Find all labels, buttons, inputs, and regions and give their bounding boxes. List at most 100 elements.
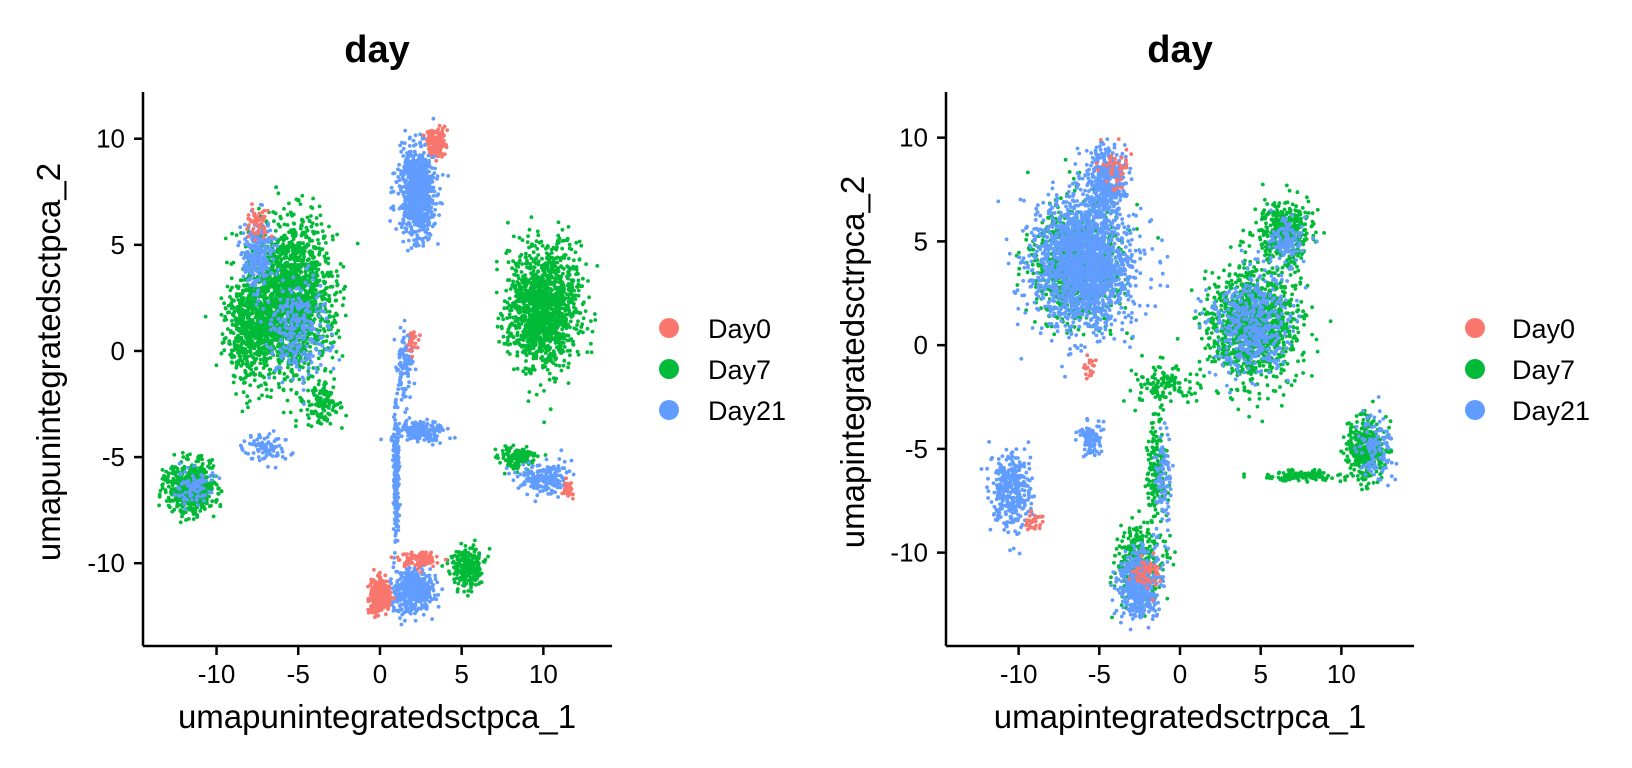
data-point	[165, 478, 170, 482]
data-point	[524, 251, 528, 256]
data-point	[566, 282, 571, 286]
data-point	[191, 517, 196, 521]
data-point	[286, 365, 290, 370]
data-point	[454, 576, 459, 581]
data-point	[313, 260, 318, 265]
data-point	[355, 241, 360, 246]
data-point	[241, 381, 246, 385]
data-point	[558, 336, 562, 341]
data-point	[524, 261, 528, 266]
data-point	[286, 276, 290, 281]
data-point	[247, 399, 252, 403]
data-point	[543, 360, 548, 365]
data-point	[320, 229, 325, 234]
data-point	[566, 225, 571, 229]
data-point	[240, 409, 245, 414]
data-point	[528, 335, 533, 340]
data-point	[325, 298, 330, 302]
data-point	[339, 405, 344, 410]
data-point	[529, 297, 534, 301]
data-point	[319, 389, 324, 394]
data-point	[511, 315, 516, 320]
data-point	[306, 388, 310, 393]
data-point	[200, 457, 205, 462]
data-point	[296, 257, 301, 261]
data-point	[230, 361, 235, 365]
data-point	[538, 383, 543, 387]
data-point	[222, 318, 227, 323]
data-point	[251, 342, 256, 347]
data-point	[542, 337, 547, 342]
data-point	[250, 318, 255, 322]
data-point	[515, 353, 520, 358]
data-point	[467, 565, 472, 570]
data-point	[249, 363, 253, 368]
data-point	[534, 306, 539, 310]
data-point	[542, 420, 546, 425]
data-point	[463, 559, 468, 563]
data-point	[571, 258, 576, 263]
data-point	[273, 229, 278, 233]
data-point	[307, 416, 311, 420]
data-point	[225, 260, 229, 265]
data-point	[244, 342, 249, 347]
data-point	[565, 349, 570, 353]
data-point	[328, 370, 333, 374]
data-point	[264, 347, 268, 352]
data-point	[579, 325, 584, 329]
data-point	[204, 482, 209, 487]
data-point	[508, 323, 513, 327]
data-point	[556, 319, 560, 324]
data-point	[300, 260, 305, 265]
data-point	[311, 196, 315, 201]
data-point	[273, 278, 278, 282]
data-point	[273, 211, 278, 216]
data-point	[459, 569, 464, 574]
panel-1-x-axis-label: umapunintegratedsctpca_1	[178, 698, 576, 735]
data-point	[319, 396, 323, 400]
data-point	[550, 261, 555, 265]
data-point	[557, 363, 562, 368]
data-point	[304, 273, 308, 278]
data-point	[464, 562, 469, 567]
data-point	[525, 265, 529, 270]
data-point	[556, 220, 561, 225]
data-point	[203, 314, 208, 319]
data-point	[524, 308, 528, 313]
data-point	[326, 256, 331, 261]
data-point	[576, 278, 581, 283]
data-point	[569, 337, 574, 341]
data-point	[566, 365, 570, 370]
data-point	[281, 234, 286, 238]
data-point	[541, 268, 546, 273]
data-point	[185, 453, 190, 458]
data-point	[455, 587, 460, 591]
data-point	[326, 398, 331, 403]
data-point	[542, 389, 546, 393]
data-point	[520, 299, 524, 304]
data-point	[516, 459, 521, 463]
data-point	[578, 311, 583, 315]
data-point	[274, 185, 278, 190]
data-point	[234, 324, 239, 328]
data-point	[303, 289, 308, 293]
data-point	[521, 336, 526, 340]
data-point	[593, 312, 597, 316]
data-point	[502, 306, 507, 311]
data-point	[501, 317, 506, 322]
data-point	[208, 460, 213, 465]
data-point	[567, 311, 572, 315]
data-point	[567, 246, 572, 251]
data-point	[182, 464, 187, 469]
data-point	[325, 417, 330, 421]
data-point	[540, 283, 545, 287]
data-point	[517, 235, 522, 240]
data-point	[546, 254, 551, 259]
data-point	[525, 339, 530, 344]
data-point	[308, 239, 312, 243]
data-point	[316, 382, 321, 387]
data-point	[529, 215, 534, 220]
data-point	[522, 317, 526, 322]
data-point	[298, 202, 303, 207]
data-point	[249, 367, 254, 372]
